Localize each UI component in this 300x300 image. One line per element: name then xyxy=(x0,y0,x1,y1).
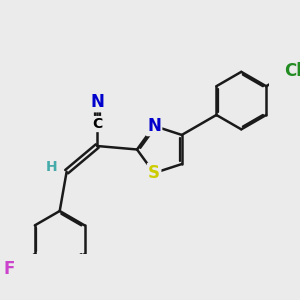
Text: N: N xyxy=(90,93,104,111)
Text: S: S xyxy=(148,164,160,182)
Text: Cl: Cl xyxy=(284,62,300,80)
Text: H: H xyxy=(46,160,57,174)
Text: N: N xyxy=(147,117,161,135)
Text: F: F xyxy=(4,260,15,278)
Text: C: C xyxy=(92,117,102,131)
